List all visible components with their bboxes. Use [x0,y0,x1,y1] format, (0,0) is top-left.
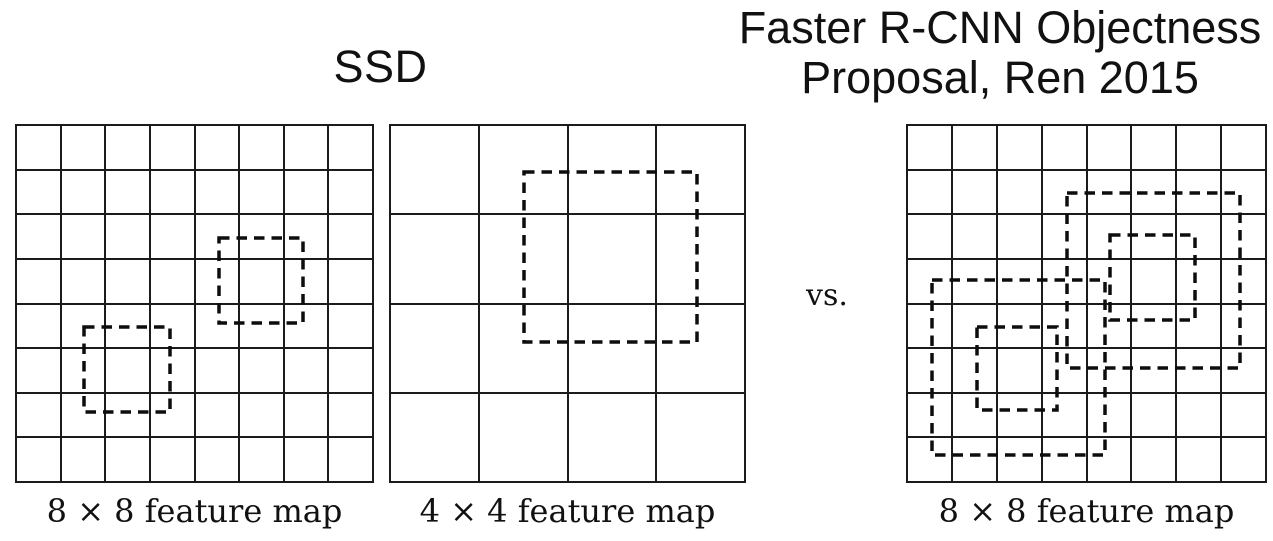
grid-border [906,124,1267,483]
panel-ssd-4x4 [389,124,746,483]
anchor-box [217,236,305,325]
frcnn-title: Faster R-CNN Objectness Proposal, Ren 20… [727,3,1273,103]
caption-ssd-8x8: 8 × 8 feature map [46,492,343,530]
vs-label: vs. [806,278,848,313]
caption-ssd-4x4: 4 × 4 feature map [419,492,716,530]
panel-ssd-8x8 [15,124,374,483]
frcnn-title-line1: Faster R-CNN Objectness [738,2,1262,53]
ssd-title: SSD [333,41,428,92]
anchor-box [975,325,1059,412]
grid-border [15,124,374,483]
panel-frcnn-8x8 [906,124,1267,483]
anchor-box [522,170,699,344]
caption-frcnn-8x8: 8 × 8 feature map [938,492,1235,530]
anchor-box [1108,233,1197,322]
frcnn-title-line2: Proposal, Ren 2015 [801,52,1199,103]
grid-border [389,124,746,483]
anchor-box [82,325,172,414]
